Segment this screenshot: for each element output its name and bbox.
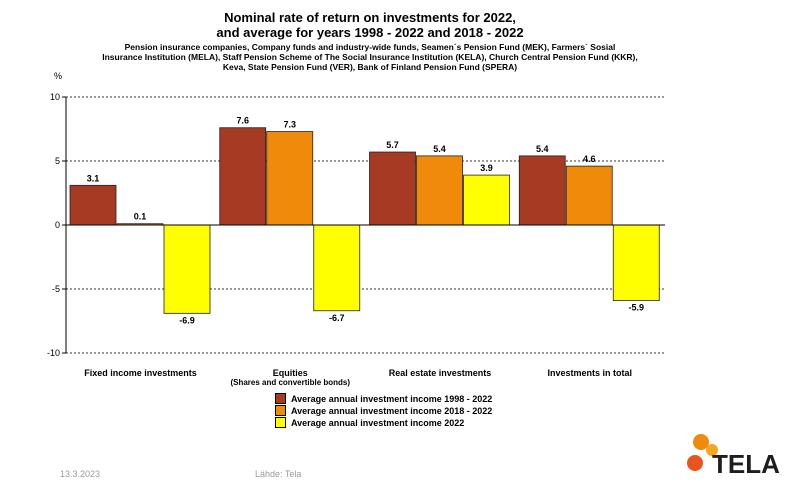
tela-logo-icon xyxy=(687,434,718,471)
footer-date: 13.3.2023 xyxy=(60,469,101,479)
legend-item-2022: Average annual investment income 2022 xyxy=(275,417,492,428)
y-tick-label: -10 xyxy=(47,348,60,358)
y-axis-ticks: -10 -5 0 5 10 xyxy=(47,92,66,358)
legend-label: Average annual investment income 1998 - … xyxy=(291,393,493,404)
bar xyxy=(565,165,613,226)
chart-title-line-1: Nominal rate of return on investments fo… xyxy=(224,10,516,25)
chart-subtitle-line-3: Keva, State Pension Fund (VER), Bank of … xyxy=(222,62,518,72)
y-tick-label: -5 xyxy=(52,284,60,294)
bar xyxy=(369,151,416,226)
bar xyxy=(69,184,117,226)
bar-data-labels: 3.1 0.1 -6.9 7.6 7.3 -6.7 5.7 5.4 3.9 5.4 4.6 -5.9 xyxy=(87,116,644,326)
chart-subtitle-line-2: Insurance Institution (MELA), Staff Pens… xyxy=(102,52,638,62)
logo-text: TELA xyxy=(712,449,780,479)
legend-label: Average annual investment income 2022 xyxy=(291,417,465,428)
bar-data-label: 3.9 xyxy=(480,163,493,173)
bar-data-label: 5.4 xyxy=(536,144,549,154)
bars xyxy=(69,127,660,314)
bar xyxy=(463,174,510,226)
bar-data-label: 5.4 xyxy=(433,144,446,154)
y-tick-label: 0 xyxy=(55,220,60,230)
bar xyxy=(416,155,463,226)
bar-data-label: -5.9 xyxy=(628,303,644,313)
y-axis-label: % xyxy=(54,71,62,81)
category-label: Fixed income investments xyxy=(84,368,197,378)
bar-data-label: 4.6 xyxy=(583,154,596,164)
legend-item-1998-2022: Average annual investment income 1998 - … xyxy=(275,393,492,404)
bar-data-label: 3.1 xyxy=(87,173,100,183)
legend-swatch xyxy=(275,393,286,404)
bar xyxy=(163,224,211,314)
category-labels: Fixed income investments Equities(Shares … xyxy=(84,368,632,387)
category-label: Real estate investments xyxy=(389,368,492,378)
bar-data-label: 0.1 xyxy=(134,212,147,222)
bar xyxy=(612,224,660,301)
legend-label: Average annual investment income 2018 - … xyxy=(291,405,493,416)
legend-swatch xyxy=(275,417,286,428)
bar-data-label: -6.9 xyxy=(179,315,195,325)
footer-source: Lähde: Tela xyxy=(255,469,302,479)
bar xyxy=(219,127,267,226)
bar xyxy=(266,131,314,226)
bar xyxy=(518,155,566,226)
bar-data-label: 5.7 xyxy=(386,140,399,150)
category-label: Investments in total xyxy=(547,368,632,378)
y-tick-label: 10 xyxy=(50,92,60,102)
bar-data-label: 7.6 xyxy=(236,116,249,126)
legend-item-2018-2022: Average annual investment income 2018 - … xyxy=(275,405,492,416)
chart-title-line-2: and average for years 1998 - 2022 and 20… xyxy=(216,25,524,40)
category-sublabel: (Shares and convertible bonds) xyxy=(230,378,350,387)
category-label: Equities xyxy=(273,368,308,378)
chart-subtitle-line-1: Pension insurance companies, Company fun… xyxy=(124,42,616,52)
y-tick-label: 5 xyxy=(55,156,60,166)
bar-data-label: -6.7 xyxy=(329,313,345,323)
bar xyxy=(313,224,361,312)
legend: Average annual investment income 1998 - … xyxy=(275,393,492,429)
legend-swatch xyxy=(275,405,286,416)
bar-data-label: 7.3 xyxy=(283,120,296,130)
